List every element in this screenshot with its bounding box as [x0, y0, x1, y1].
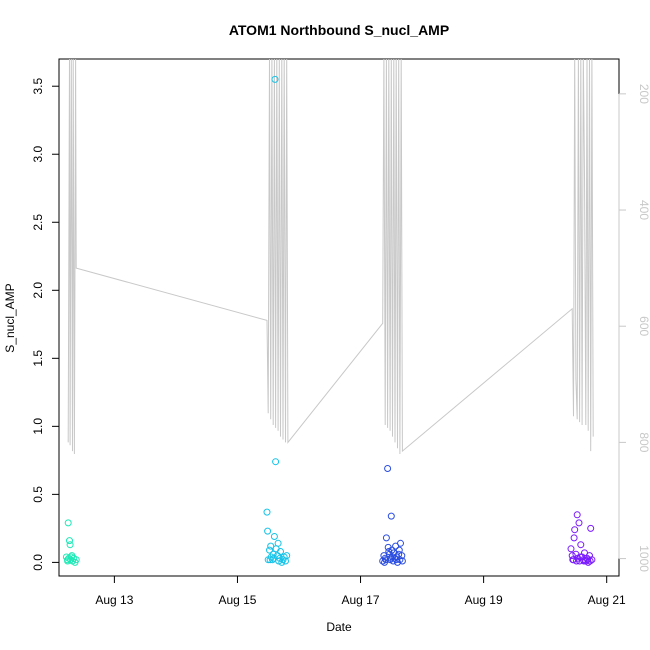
x-axis-label: Date [326, 620, 352, 634]
data-point [387, 554, 395, 562]
data-point [397, 539, 404, 547]
data-point [68, 552, 76, 560]
x-tick-label: Aug 13 [95, 593, 133, 607]
y-axis: 0.0 0.5 1.0 1.5 2.0 2.5 3.0 3.5 [31, 78, 60, 571]
data-point [264, 527, 272, 535]
x-tick-label: Aug 17 [342, 593, 380, 607]
data-point [571, 526, 579, 534]
data-point [575, 519, 583, 527]
data-point [64, 519, 72, 527]
x-axis: Aug 13 Aug 15 Aug 17 Aug 19 Aug 21 [95, 575, 626, 607]
data-point [576, 553, 584, 561]
y-axis-label: S_nucl_AMP [3, 283, 17, 352]
x-tick-label: Aug 15 [218, 593, 256, 607]
y-tick-label: 3.5 [31, 78, 45, 95]
data-point [66, 541, 74, 549]
data-point [266, 546, 273, 554]
data-point [66, 537, 73, 545]
y-tick-label: 2.0 [31, 282, 45, 299]
data-point [283, 552, 291, 560]
data-point [567, 545, 575, 553]
data-point [277, 548, 284, 555]
x-tick-label: Aug 21 [588, 593, 626, 607]
y-tick-label: 3.0 [31, 146, 45, 163]
data-point [385, 548, 393, 555]
depth-tick-label: 400 [637, 200, 650, 220]
data-point [270, 533, 278, 540]
data-point [267, 542, 275, 550]
data-point [269, 550, 277, 558]
data-point [587, 524, 595, 532]
depth-line-layer [67, 59, 594, 455]
data-point [266, 556, 274, 564]
data-point [72, 556, 80, 564]
data-point [568, 552, 576, 560]
data-point [573, 557, 580, 565]
data-point [570, 534, 578, 542]
plot-frame [58, 58, 620, 577]
y-tick-label: 2.5 [31, 214, 45, 231]
data-point [573, 511, 581, 519]
data-point [263, 508, 271, 516]
depth-profile-line [67, 59, 594, 455]
data-point [384, 465, 392, 472]
y-tick-label: 1.5 [31, 350, 45, 367]
data-point [270, 554, 278, 562]
depth-tick-label: 600 [637, 316, 650, 336]
data-point [382, 534, 390, 542]
depth-axis: 200 400 600 800 1000 [618, 84, 650, 572]
data-point [586, 557, 594, 565]
data-point [64, 557, 72, 565]
data-point [381, 558, 388, 566]
x-tick-label: Aug 19 [465, 593, 503, 607]
depth-tick-label: 1000 [637, 545, 650, 572]
y-tick-label: 0.0 [31, 554, 45, 571]
data-point [398, 552, 406, 560]
y-tick-label: 0.5 [31, 486, 45, 503]
points-layer [62, 75, 596, 566]
data-point [395, 546, 403, 554]
chart-title: ATOM1 Northbound S_nucl_AMP [229, 22, 449, 38]
data-point [272, 458, 280, 466]
data-point [387, 512, 395, 520]
y-tick-label: 1.0 [31, 418, 45, 435]
depth-tick-label: 800 [637, 432, 650, 452]
data-point [588, 556, 596, 564]
depth-tick-label: 200 [637, 84, 650, 104]
data-point [577, 541, 585, 549]
data-point [271, 75, 279, 83]
data-point [274, 539, 282, 547]
